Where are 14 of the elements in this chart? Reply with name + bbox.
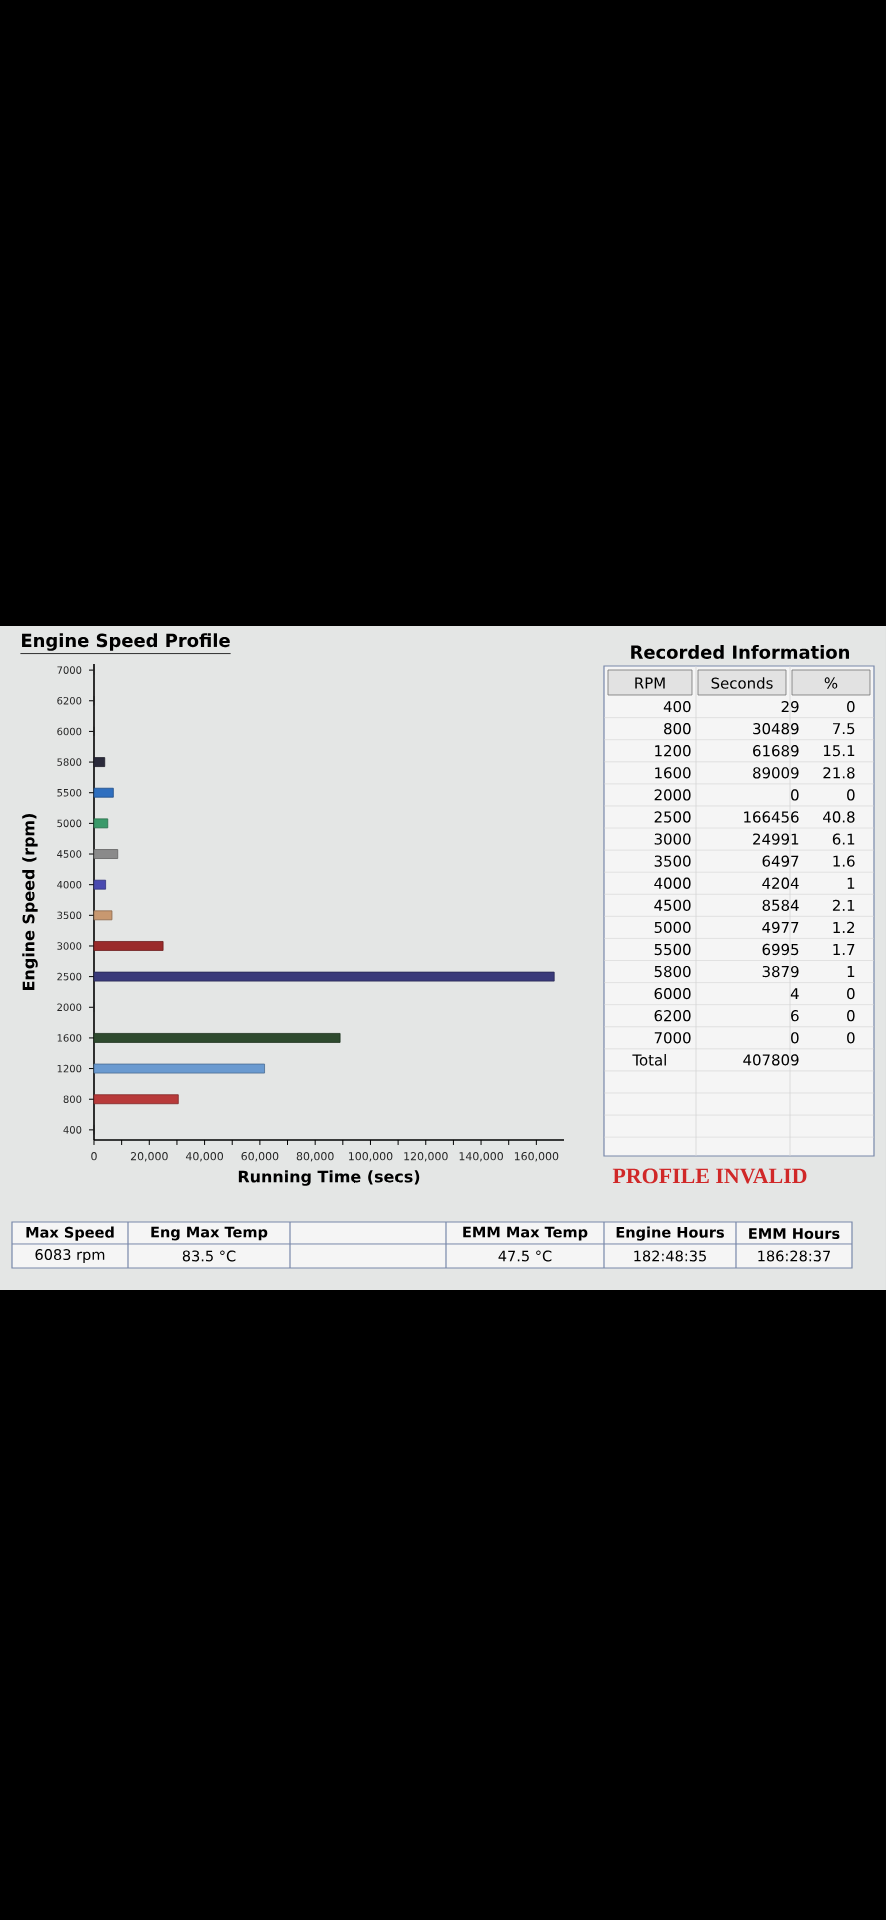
bar: [93, 787, 114, 798]
bar: [93, 941, 164, 951]
bar: [93, 1094, 179, 1105]
bar: [93, 910, 113, 921]
bar: [93, 1033, 341, 1043]
bar: [93, 818, 109, 829]
bar: [93, 1063, 265, 1074]
chart-title: Engine Speed Profile: [22, 633, 230, 651]
text: Recorded Information: [631, 645, 850, 659]
bar: [93, 879, 107, 890]
bar: [93, 971, 555, 982]
bar: [93, 757, 106, 767]
bar: [93, 849, 119, 859]
text: PROFILE INVALID: [612, 1168, 807, 1184]
